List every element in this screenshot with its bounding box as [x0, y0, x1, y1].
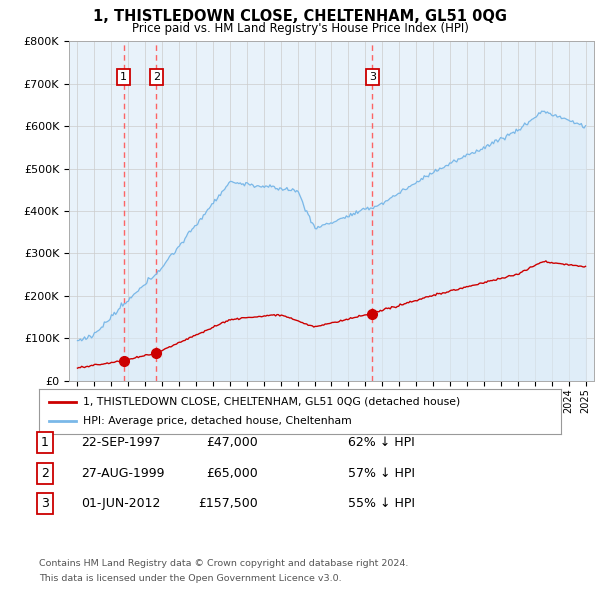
Text: 22-SEP-1997: 22-SEP-1997 — [81, 436, 161, 449]
Text: HPI: Average price, detached house, Cheltenham: HPI: Average price, detached house, Chel… — [83, 417, 352, 426]
Text: 2: 2 — [41, 467, 49, 480]
Text: 55% ↓ HPI: 55% ↓ HPI — [348, 497, 415, 510]
Text: 27-AUG-1999: 27-AUG-1999 — [81, 467, 164, 480]
Text: 01-JUN-2012: 01-JUN-2012 — [81, 497, 160, 510]
Text: 3: 3 — [41, 497, 49, 510]
Text: Price paid vs. HM Land Registry's House Price Index (HPI): Price paid vs. HM Land Registry's House … — [131, 22, 469, 35]
Text: This data is licensed under the Open Government Licence v3.0.: This data is licensed under the Open Gov… — [39, 574, 341, 583]
Text: £65,000: £65,000 — [206, 467, 258, 480]
Text: £157,500: £157,500 — [198, 497, 258, 510]
Text: £47,000: £47,000 — [206, 436, 258, 449]
Text: 1: 1 — [120, 73, 127, 83]
Text: 3: 3 — [369, 73, 376, 83]
Text: 1, THISTLEDOWN CLOSE, CHELTENHAM, GL51 0QG (detached house): 1, THISTLEDOWN CLOSE, CHELTENHAM, GL51 0… — [83, 397, 461, 407]
Text: 57% ↓ HPI: 57% ↓ HPI — [348, 467, 415, 480]
Text: 2: 2 — [152, 73, 160, 83]
Text: Contains HM Land Registry data © Crown copyright and database right 2024.: Contains HM Land Registry data © Crown c… — [39, 559, 409, 568]
Text: 1: 1 — [41, 436, 49, 449]
Text: 1, THISTLEDOWN CLOSE, CHELTENHAM, GL51 0QG: 1, THISTLEDOWN CLOSE, CHELTENHAM, GL51 0… — [93, 9, 507, 24]
Text: 62% ↓ HPI: 62% ↓ HPI — [348, 436, 415, 449]
